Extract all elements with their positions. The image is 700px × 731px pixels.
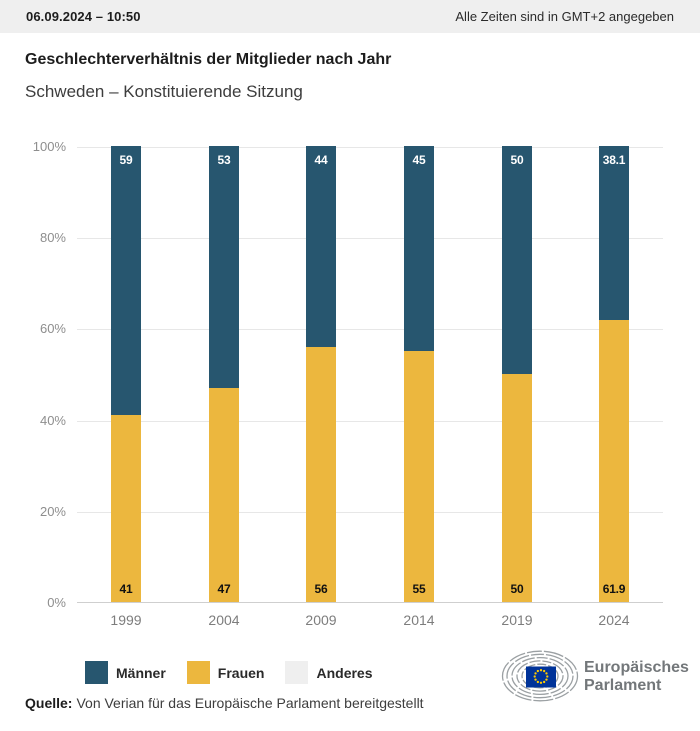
legend: Männer Frauen Anderes xyxy=(85,661,373,684)
bar-segment-frauen-2014[interactable]: 55 xyxy=(404,351,434,602)
value-label-maenner-2009: 44 xyxy=(314,153,328,168)
value-label-maenner-2024: 38.1 xyxy=(602,153,626,168)
value-label-maenner-2019: 50 xyxy=(510,153,524,167)
page-subtitle: Schweden – Konstituierende Sitzung xyxy=(25,82,303,101)
y-tick-label-100: 100% xyxy=(32,139,66,154)
ep-logo: Europäisches Parlament xyxy=(500,650,689,704)
x-tick-label-1999: 1999 xyxy=(110,612,142,628)
value-label-frauen-2014: 55 xyxy=(412,582,426,596)
value-label-maenner-1999: 59 xyxy=(119,153,133,168)
legend-label-frauen: Frauen xyxy=(217,664,265,681)
bar-segment-maenner-2019[interactable]: 50 xyxy=(502,146,532,374)
value-label-frauen-1999: 41 xyxy=(119,582,133,596)
source-note: Quelle: Von Verian für das Europäische Pa… xyxy=(25,695,424,711)
y-tick-label-40: 40% xyxy=(39,413,66,428)
legend-swatch-anderes xyxy=(285,661,309,684)
bar-segment-frauen-1999[interactable]: 41 xyxy=(111,415,141,602)
legend-swatch-frauen xyxy=(186,661,210,684)
gridline-80 xyxy=(77,238,663,239)
legend-swatch-maenner xyxy=(85,661,108,684)
x-tick-label-2004: 2004 xyxy=(208,612,240,628)
y-tick-label-0: 0% xyxy=(47,595,66,610)
value-label-maenner-2014: 45 xyxy=(412,153,426,168)
value-label-frauen-2024: 61.9 xyxy=(602,582,626,596)
gridline-100 xyxy=(77,147,663,148)
plot-area: 59 41 53 47 44 56 45 55 50 50 38.1 61.9 xyxy=(77,146,663,603)
bar-2004: 53 47 xyxy=(209,146,239,602)
x-axis: 1999 2004 2009 2014 2019 2024 xyxy=(77,612,663,632)
legend-label-maenner: Männer xyxy=(116,664,166,681)
bar-2009: 44 56 xyxy=(306,146,336,602)
bar-segment-frauen-2024[interactable]: 61.9 xyxy=(599,319,629,602)
bar-2019: 50 50 xyxy=(502,146,532,602)
value-label-frauen-2004: 47 xyxy=(217,582,231,596)
bar-segment-maenner-2009[interactable]: 44 xyxy=(306,146,336,347)
source-text: Von Verian für das Europäische Parlament… xyxy=(76,695,424,711)
value-label-maenner-2004: 53 xyxy=(217,153,231,168)
bar-segment-frauen-2009[interactable]: 56 xyxy=(306,346,336,602)
y-axis: 0% 20% 40% 60% 80% 100% xyxy=(0,139,66,610)
eu-flag-icon xyxy=(526,666,556,688)
page-title: Geschlechterverhältnis der Mitglieder na… xyxy=(25,51,392,68)
value-label-frauen-2009: 56 xyxy=(314,582,328,596)
gridline-0 xyxy=(77,602,663,603)
header-datetime: 06.09.2024 – 10:50 xyxy=(26,9,141,24)
x-tick-label-2014: 2014 xyxy=(403,612,435,628)
bar-segment-maenner-2014[interactable]: 45 xyxy=(404,146,434,352)
logo-text-line2: Parlament xyxy=(584,677,662,694)
source-label: Quelle: xyxy=(25,695,73,711)
value-label-frauen-2019: 50 xyxy=(510,582,524,596)
hemicycle-arcs-icon xyxy=(501,650,579,702)
x-tick-label-2024: 2024 xyxy=(598,612,630,628)
y-tick-label-80: 80% xyxy=(39,230,66,245)
ep-hemicycle-flag-icon xyxy=(501,650,579,702)
bar-1999: 59 41 xyxy=(111,146,141,602)
legend-item-frauen[interactable]: Frauen xyxy=(186,661,265,684)
gridline-40 xyxy=(77,421,663,422)
header-timezone-note: Alle Zeiten sind in GMT+2 angegeben xyxy=(455,9,674,24)
x-tick-label-2019: 2019 xyxy=(501,612,533,628)
bar-segment-maenner-1999[interactable]: 59 xyxy=(111,146,141,416)
bar-2014: 45 55 xyxy=(404,146,434,602)
x-tick-label-2009: 2009 xyxy=(305,612,337,628)
gridline-20 xyxy=(77,512,663,513)
bar-2024: 38.1 61.9 xyxy=(599,146,629,602)
y-tick-label-60: 60% xyxy=(39,321,66,336)
header-bar: 06.09.2024 – 10:50 Alle Zeiten sind in G… xyxy=(0,0,700,33)
bar-segment-maenner-2004[interactable]: 53 xyxy=(209,146,239,388)
gridline-60 xyxy=(77,329,663,330)
bar-segment-frauen-2019[interactable]: 50 xyxy=(502,374,532,602)
legend-label-anderes: Anderes xyxy=(316,664,373,681)
logo-text-line1: Europäisches xyxy=(584,659,689,677)
logo-text: Europäisches Parlament xyxy=(584,659,689,695)
legend-item-anderes[interactable]: Anderes xyxy=(285,661,373,684)
legend-item-maenner[interactable]: Männer xyxy=(85,661,166,684)
bar-segment-maenner-2024[interactable]: 38.1 xyxy=(599,146,629,320)
y-tick-label-20: 20% xyxy=(39,504,66,519)
bar-segment-frauen-2004[interactable]: 47 xyxy=(209,387,239,602)
